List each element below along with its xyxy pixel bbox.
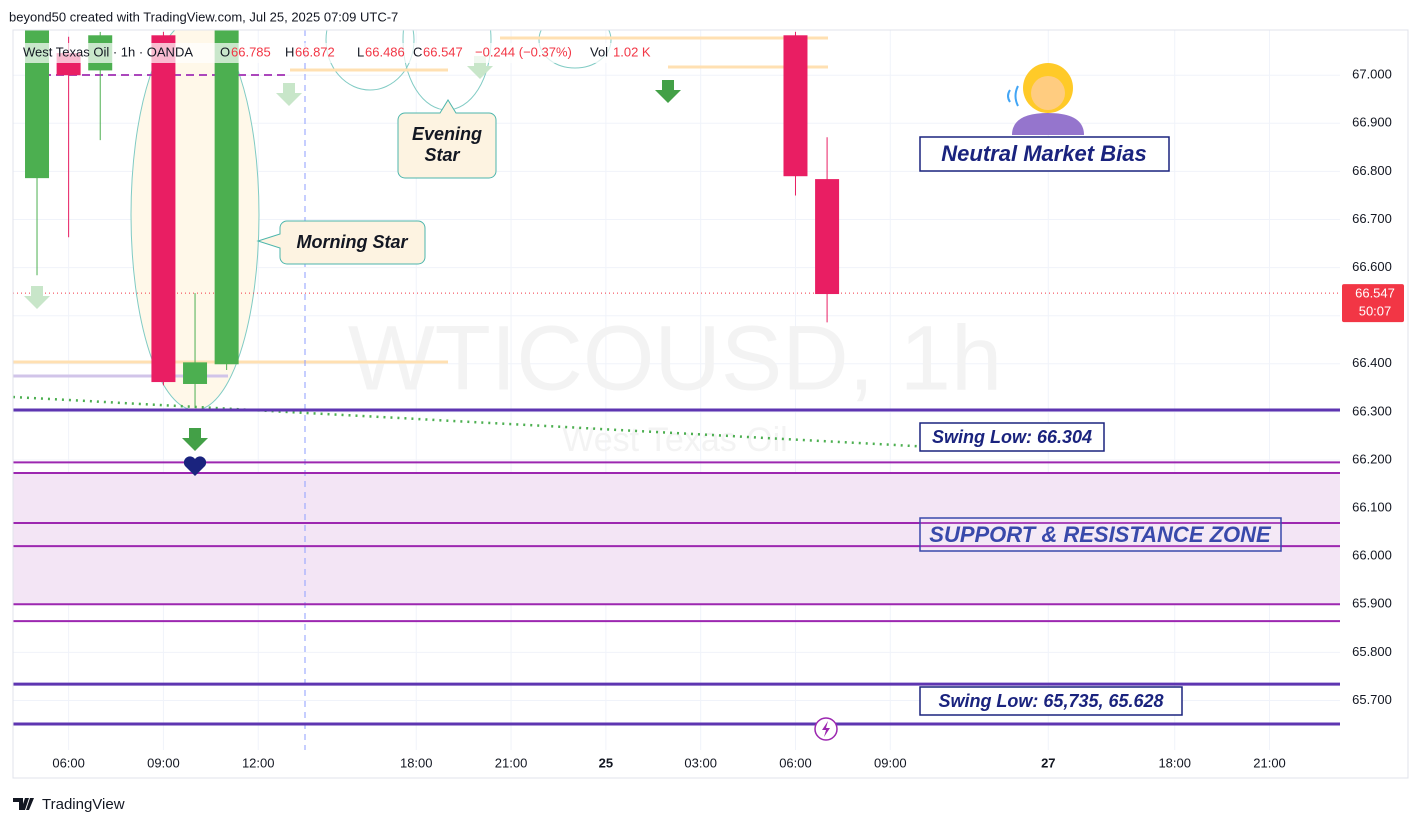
- countdown-label: 50:07: [1359, 304, 1392, 319]
- y-tick-label: 66.800: [1352, 163, 1392, 178]
- y-tick-label: 66.000: [1352, 548, 1392, 563]
- y-tick-label: 66.700: [1352, 211, 1392, 226]
- evening-star-line: Star: [424, 145, 460, 165]
- zone-label: SUPPORT & RESISTANCE ZONE: [929, 522, 1272, 547]
- footer-logo: TradingView: [13, 796, 125, 813]
- x-tick-label: 06:00: [779, 755, 812, 770]
- pattern-ellipse: [538, 30, 612, 69]
- zone-layer: [13, 472, 1340, 605]
- faint-arrow: [24, 286, 50, 309]
- swing-low-label: Swing Low: 65,735, 65.628: [938, 691, 1163, 711]
- evening-star-line: Evening: [412, 124, 482, 144]
- o-value: 66.785: [231, 44, 271, 59]
- pattern-ellipse: [325, 30, 415, 91]
- x-tick-label: 21:00: [495, 755, 528, 770]
- x-tick-label: 09:00: [147, 755, 180, 770]
- down-arrow: [182, 428, 208, 451]
- c-label: C: [413, 44, 422, 59]
- y-tick-label: 66.300: [1352, 403, 1392, 418]
- y-tick-label: 66.900: [1352, 115, 1392, 130]
- figure-waves: [1007, 85, 1019, 107]
- candle-body: [214, 30, 239, 365]
- last-price-badge: [1342, 284, 1404, 323]
- faint-arrow: [467, 56, 493, 79]
- trendline: [13, 395, 951, 450]
- last-price-label: 66.547: [1355, 286, 1395, 301]
- h-label: H: [285, 44, 294, 59]
- x-tick-label: 18:00: [1158, 755, 1191, 770]
- down-arrow: [655, 80, 681, 103]
- markers: [24, 56, 1084, 741]
- axes: 65.700 65.800 65.900 66.000 66.100 66.200 66.3…: [52, 67, 1404, 770]
- footer-brand: TradingView: [42, 796, 125, 813]
- candle-body: [183, 362, 208, 384]
- logo-mark: [13, 798, 34, 810]
- x-tick-label: 06:00: [52, 755, 85, 770]
- watermark-symbol: WTICOUSD, 1h: [348, 307, 1002, 409]
- x-tick-label: 12:00: [242, 755, 275, 770]
- legend-bg: [20, 43, 660, 63]
- bias-label: Neutral Market Bias: [941, 141, 1146, 166]
- change: −0.244 (−0.37%): [475, 44, 572, 59]
- symbol: West Texas Oil · 1h · OANDA: [23, 44, 193, 59]
- x-tick-label: 25: [599, 755, 613, 770]
- levels: [13, 292, 1340, 726]
- y-tick-label: 66.600: [1352, 259, 1392, 274]
- figure-face: [1031, 76, 1065, 110]
- vol-label: Vol: [590, 44, 608, 59]
- morning-star-callout: [256, 220, 426, 265]
- swing-low-box: [919, 422, 1105, 452]
- bias-box: [919, 136, 1170, 172]
- watermark-name: West Texas Oil: [562, 421, 787, 459]
- attribution: beyond50 created with TradingView.com, J…: [9, 9, 398, 24]
- candles: [25, 30, 840, 409]
- zone-box: [919, 517, 1282, 552]
- c-value: 66.547: [423, 44, 463, 59]
- y-tick-label: 65.800: [1352, 644, 1392, 659]
- evening-star-callout: [397, 99, 497, 179]
- y-tick-label: 65.900: [1352, 596, 1392, 611]
- x-tick-label: 03:00: [684, 755, 717, 770]
- heart-icon: [183, 456, 207, 476]
- y-tick-label: 67.000: [1352, 67, 1392, 82]
- l-label: L: [357, 44, 364, 59]
- callouts: Evening Star Morning Star Neutral Market…: [256, 99, 1282, 716]
- candle-body: [783, 35, 808, 177]
- sr-zone: [13, 472, 1340, 605]
- h-value: 66.872: [295, 44, 335, 59]
- x-tick-label: 18:00: [400, 755, 433, 770]
- event-bolt: [822, 721, 830, 737]
- vol-value: 1.02 K: [613, 44, 651, 59]
- x-tick-label: 27: [1041, 755, 1055, 770]
- y-tick-label: 66.200: [1352, 451, 1392, 466]
- figure-body: [1012, 113, 1084, 135]
- morning-star-label: Morning Star: [297, 232, 409, 252]
- candle-body: [151, 35, 176, 383]
- chart-frame: [12, 29, 1409, 779]
- candle-body: [25, 30, 50, 179]
- y-tick-label: 66.100: [1352, 500, 1392, 515]
- faint-arrow: [276, 83, 302, 106]
- swing-low-label: Swing Low: 66.304: [932, 427, 1092, 447]
- y-tick-label: 65.700: [1352, 692, 1392, 707]
- candle-body: [815, 179, 840, 295]
- x-tick-label: 09:00: [874, 755, 907, 770]
- l-value: 66.486: [365, 44, 405, 59]
- x-tick-label: 21:00: [1253, 755, 1286, 770]
- y-tick-label: 66.400: [1352, 355, 1392, 370]
- ohlc-legend: West Texas Oil · 1h · OANDA O 66.785 H 6…: [20, 43, 660, 63]
- o-label: O: [220, 44, 230, 59]
- swing-low-box: [919, 686, 1183, 716]
